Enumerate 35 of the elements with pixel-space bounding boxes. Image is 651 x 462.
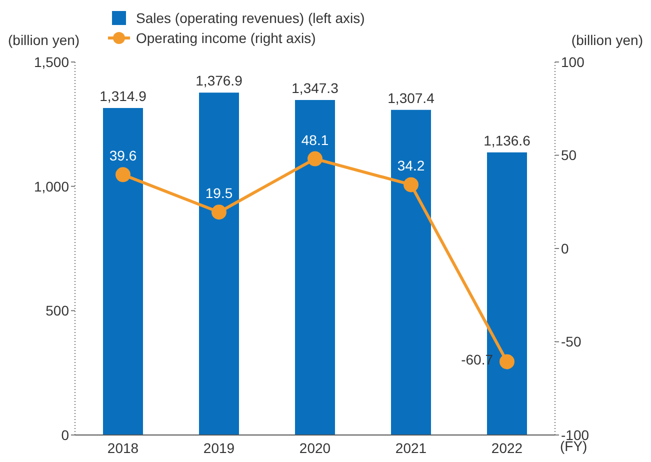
y2-tick-label: 50 xyxy=(561,147,577,164)
x-tick-label: 2020 xyxy=(299,440,331,456)
bar xyxy=(199,92,239,435)
y2-tick-label: -50 xyxy=(561,334,582,350)
point xyxy=(500,354,514,370)
data-label: 1,314.9 xyxy=(100,88,147,104)
point xyxy=(212,204,226,220)
data-label: 1,376.9 xyxy=(196,72,243,89)
legend-label: Operating income (right axis) xyxy=(136,29,316,48)
point xyxy=(308,151,322,166)
y-tick-label: 1,000 xyxy=(34,178,70,194)
y2-tick-label: 100 xyxy=(561,54,585,70)
data-label: 1,347.3 xyxy=(292,80,339,96)
bar xyxy=(103,108,143,435)
data-label: 48.1 xyxy=(301,132,329,148)
x-tick-label: 2022 xyxy=(491,440,523,456)
legend-label: Sales (operating revenues) (left axis) xyxy=(136,9,365,28)
y-tick-label: 1,500 xyxy=(34,54,70,70)
bar xyxy=(295,100,335,435)
y2-axis-title: (billion yen) xyxy=(571,32,643,48)
data-label: 39.6 xyxy=(109,148,137,164)
data-label: 34.2 xyxy=(397,158,425,174)
data-label: 1,136.6 xyxy=(484,132,531,148)
x-tick-label: 2021 xyxy=(395,440,427,456)
x-tick-label: 2018 xyxy=(107,440,139,456)
y-tick-label: 0 xyxy=(61,426,70,443)
x-tick-label: 2019 xyxy=(203,440,235,456)
y-tick-label: 500 xyxy=(46,302,70,319)
bar xyxy=(391,110,431,435)
data-label: 19.5 xyxy=(205,185,233,202)
y-axis-title: (billion yen) xyxy=(8,32,80,48)
point xyxy=(404,177,418,192)
data-label: 1,307.4 xyxy=(388,90,435,106)
point xyxy=(116,167,130,182)
y2-tick-label: 0 xyxy=(561,240,569,256)
